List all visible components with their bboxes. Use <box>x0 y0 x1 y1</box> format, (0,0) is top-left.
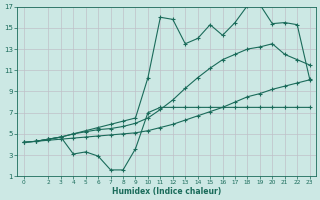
X-axis label: Humidex (Indice chaleur): Humidex (Indice chaleur) <box>112 187 221 196</box>
